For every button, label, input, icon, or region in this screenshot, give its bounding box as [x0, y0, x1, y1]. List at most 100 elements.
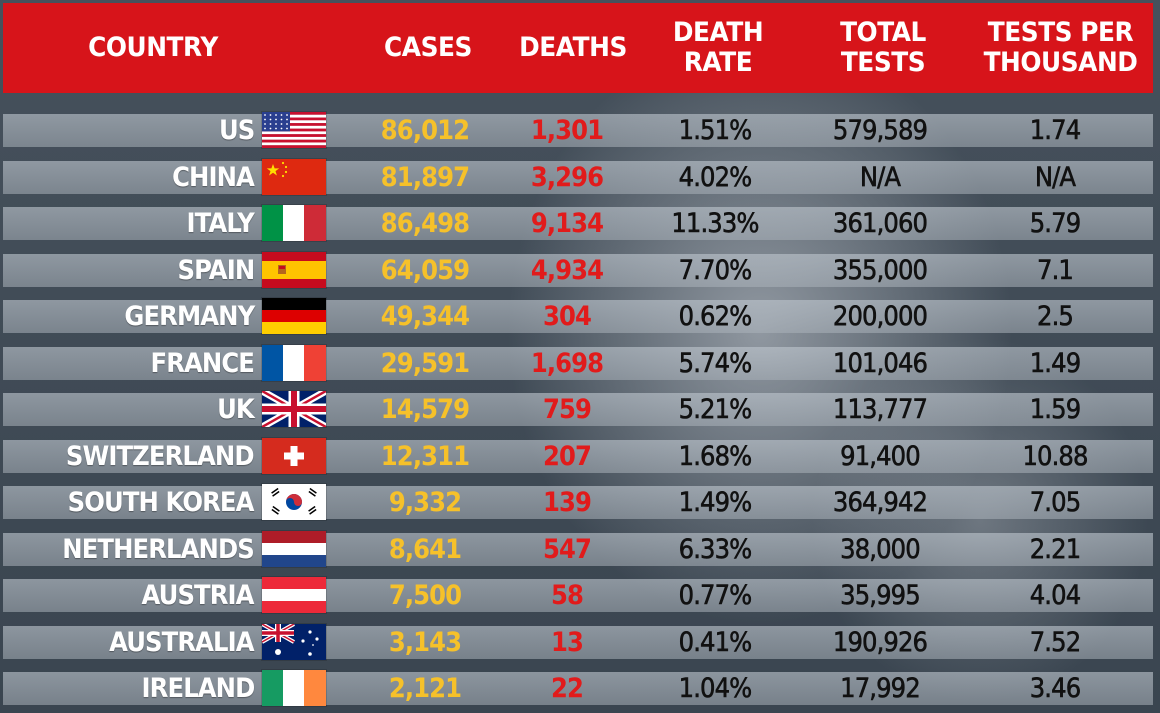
deaths-value: 58: [550, 580, 584, 611]
tests-per-thousand-value: 7.52: [1029, 626, 1081, 658]
netherlands-flag-icon: [262, 530, 326, 567]
cases-value: 2,121: [388, 673, 462, 704]
death-rate-value: 7.70%: [678, 254, 752, 286]
header-deaths: DEATHS: [519, 32, 627, 63]
cases-value: 86,498: [380, 208, 470, 239]
tests-per-thousand-value: 3.46: [1029, 673, 1081, 705]
row-band: [3, 253, 1153, 287]
switzerland-flag-icon: [262, 437, 326, 474]
tests-per-thousand-value: 7.05: [1029, 487, 1081, 519]
cases-value: 29,591: [380, 347, 470, 379]
row-band: [3, 486, 1153, 519]
death-rate-value: 6.33%: [678, 533, 752, 565]
total-tests-value: 101,046: [832, 347, 929, 379]
cases-value: 9,332: [388, 487, 462, 518]
table-row: GERMANY 49,344 304 0.62% 200,000 2.5: [0, 298, 1160, 345]
deaths-value: 1,698: [530, 347, 604, 379]
france-flag-icon: [262, 344, 326, 381]
tests-per-thousand-value: 10.88: [1022, 440, 1089, 472]
death-rate-value: 0.77%: [678, 580, 752, 612]
deaths-value: 547: [542, 533, 592, 565]
germany-flag-icon: [262, 298, 326, 334]
row-band: [3, 393, 1153, 426]
death-rate-value: 5.74%: [678, 347, 752, 379]
country-name: SOUTH KOREA: [68, 487, 255, 518]
tests-per-thousand-value: N/A: [1034, 161, 1077, 193]
italy-flag-icon: [262, 205, 326, 241]
south-korea-flag-icon: [262, 484, 326, 520]
row-band: [3, 532, 1153, 566]
table-body: US 86,012 1,301 1.51% 579,589 1.74 CHINA…: [0, 112, 1160, 713]
total-tests-value: 355,000: [832, 254, 929, 286]
us-flag-icon: [262, 112, 326, 148]
tests-per-thousand-value: 7.1: [1037, 254, 1074, 286]
table-header: COUNTRY CASES DEATHS DEATH RATE TOTAL TE…: [3, 3, 1153, 93]
cases-value: 12,311: [380, 440, 470, 472]
total-tests-value: 190,926: [832, 626, 929, 658]
death-rate-value: 1.68%: [678, 440, 752, 472]
table-row: CHINA 81,897 3,296 4.02% N/A N/A: [0, 158, 1160, 206]
country-name: GERMANY: [124, 301, 255, 332]
country-name: US: [218, 115, 255, 146]
country-name: SWITZERLAND: [66, 440, 255, 472]
table-row: NETHERLANDS 8,641 547 6.33% 38,000 2.21: [0, 530, 1160, 578]
total-tests-value: 38,000: [840, 533, 921, 565]
table-row: FRANCE 29,591 1,698 5.74% 101,046 1.49: [0, 344, 1160, 392]
deaths-value: 22: [550, 673, 584, 704]
death-rate-value: 5.21%: [678, 394, 752, 426]
country-name: CHINA: [172, 161, 255, 193]
tests-per-thousand-value: 5.79: [1029, 208, 1081, 240]
cases-value: 14,579: [380, 394, 470, 425]
country-name: NETHERLANDS: [62, 533, 254, 565]
table-row: IRELAND 2,121 22 1.04% 17,992 3.46: [0, 670, 1160, 713]
row-band: [3, 300, 1153, 333]
tests-per-thousand-value: 1.74: [1029, 115, 1081, 147]
death-rate-value: 0.62%: [678, 301, 752, 333]
tests-per-thousand-value: 1.59: [1029, 394, 1081, 426]
death-rate-value: 1.04%: [678, 673, 752, 705]
header-country: COUNTRY: [88, 32, 218, 63]
row-band: [3, 625, 1153, 659]
deaths-value: 759: [542, 394, 592, 425]
row-band: [3, 672, 1153, 705]
total-tests-value: 91,400: [840, 440, 921, 472]
total-tests-value: 579,589: [832, 115, 929, 147]
table-row: US 86,012 1,301 1.51% 579,589 1.74: [0, 112, 1160, 159]
deaths-value: 207: [542, 440, 592, 472]
tests-per-thousand-value: 4.04: [1029, 580, 1081, 612]
row-band: [3, 579, 1153, 612]
deaths-value: 3,296: [530, 161, 604, 193]
table-row: SPAIN 64,059 4,934 7.70% 355,000 7.1: [0, 251, 1160, 299]
death-rate-value: 1.49%: [678, 487, 752, 519]
header-tests-per-thousand: TESTS PER THOUSAND: [983, 17, 1138, 78]
total-tests-value: N/A: [859, 161, 902, 193]
country-name: FRANCE: [150, 347, 255, 379]
row-band: [3, 160, 1153, 194]
deaths-value: 304: [542, 301, 592, 332]
header-total-tests: TOTAL TESTS: [840, 17, 926, 78]
country-name: SPAIN: [177, 254, 255, 286]
table-row: UK 14,579 759 5.21% 113,777 1.59: [0, 391, 1160, 438]
cases-value: 81,897: [380, 161, 470, 193]
table-row: AUSTRIA 7,500 58 0.77% 35,995 4.04: [0, 577, 1160, 624]
total-tests-value: 35,995: [840, 580, 921, 612]
row-band: [3, 346, 1153, 380]
tests-per-thousand-value: 1.49: [1029, 347, 1081, 379]
total-tests-value: 200,000: [832, 301, 929, 333]
death-rate-value: 1.51%: [678, 115, 752, 147]
table-row: SOUTH KOREA 9,332 139 1.49% 364,942 7.05: [0, 484, 1160, 531]
total-tests-value: 361,060: [832, 208, 929, 240]
country-name: AUSTRALIA: [109, 626, 255, 658]
country-name: UK: [217, 394, 255, 425]
header-death-rate: DEATH RATE: [672, 17, 764, 78]
table-row: ITALY 86,498 9,134 11.33% 361,060 5.79: [0, 205, 1160, 252]
death-rate-value: 11.33%: [671, 208, 760, 240]
total-tests-value: 17,992: [840, 673, 921, 705]
row-band: [3, 114, 1153, 147]
cases-value: 3,143: [388, 626, 462, 658]
death-rate-value: 0.41%: [678, 626, 752, 658]
total-tests-value: 113,777: [832, 394, 929, 426]
deaths-value: 139: [542, 487, 592, 518]
table-row: AUSTRALIA 3,143 13 0.41% 190,926 7.52: [0, 623, 1160, 671]
ireland-flag-icon: [262, 670, 326, 706]
